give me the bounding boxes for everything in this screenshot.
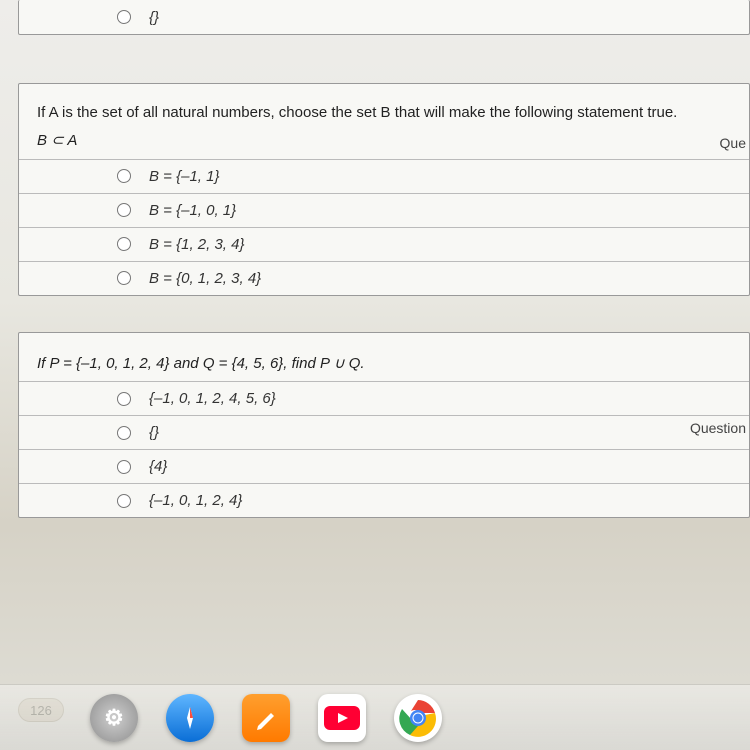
option-text: B = {0, 1, 2, 3, 4}	[149, 270, 261, 287]
dock-chrome-icon[interactable]	[394, 694, 442, 742]
radio-icon[interactable]	[117, 392, 131, 406]
option-row[interactable]: {}	[19, 0, 749, 34]
option-row[interactable]: {–1, 0, 1, 2, 4}	[19, 483, 749, 517]
radio-icon[interactable]	[117, 10, 131, 24]
option-row[interactable]: B = {–1, 0, 1}	[19, 193, 749, 227]
question1-prompt-line1: If A is the set of all natural numbers, …	[37, 104, 677, 121]
option-row[interactable]: B = {0, 1, 2, 3, 4}	[19, 261, 749, 295]
question1-prompt: If A is the set of all natural numbers, …	[19, 84, 749, 129]
radio-icon[interactable]	[117, 271, 131, 285]
radio-icon[interactable]	[117, 169, 131, 183]
question1-options: B = {–1, 1} B = {–1, 0, 1} B = {1, 2, 3,…	[19, 159, 749, 295]
dock-pages-icon[interactable]	[242, 694, 290, 742]
option-text: {4}	[149, 458, 167, 475]
option-row[interactable]: {}	[19, 415, 749, 449]
question-label: Que	[716, 135, 750, 151]
option-row[interactable]: {4}	[19, 449, 749, 483]
option-row[interactable]: {–1, 0, 1, 2, 4, 5, 6}	[19, 381, 749, 415]
option-text: B = {–1, 1}	[149, 168, 219, 185]
radio-icon[interactable]	[117, 237, 131, 251]
option-text: B = {1, 2, 3, 4}	[149, 236, 245, 253]
question2-prompt: If P = {–1, 0, 1, 2, 4} and Q = {4, 5, 6…	[19, 333, 749, 382]
question-box-2: If P = {–1, 0, 1, 2, 4} and Q = {4, 5, 6…	[18, 332, 750, 519]
dock-settings-icon[interactable]: ⚙	[90, 694, 138, 742]
radio-icon[interactable]	[117, 460, 131, 474]
option-text: {–1, 0, 1, 2, 4, 5, 6}	[149, 390, 276, 407]
option-row[interactable]: B = {–1, 1}	[19, 159, 749, 193]
question-label: Question	[686, 420, 750, 436]
option-text: {}	[149, 9, 159, 26]
dock: ⚙	[0, 684, 750, 750]
radio-icon[interactable]	[117, 426, 131, 440]
question-box-partial: {}	[18, 0, 750, 35]
option-text: {}	[149, 424, 159, 441]
radio-icon[interactable]	[117, 203, 131, 217]
dock-youtube-icon[interactable]	[318, 694, 366, 742]
quiz-page: {} Que If A is the set of all natural nu…	[0, 0, 750, 750]
question2-options: {–1, 0, 1, 2, 4, 5, 6} {} {4} {–1, 0, 1,…	[19, 381, 749, 517]
question1-statement: B ⊂ A	[19, 129, 749, 159]
question-box-1: If A is the set of all natural numbers, …	[18, 83, 750, 296]
option-text: {–1, 0, 1, 2, 4}	[149, 492, 242, 509]
radio-icon[interactable]	[117, 494, 131, 508]
option-text: B = {–1, 0, 1}	[149, 202, 236, 219]
option-row[interactable]: B = {1, 2, 3, 4}	[19, 227, 749, 261]
dock-safari-icon[interactable]	[166, 694, 214, 742]
